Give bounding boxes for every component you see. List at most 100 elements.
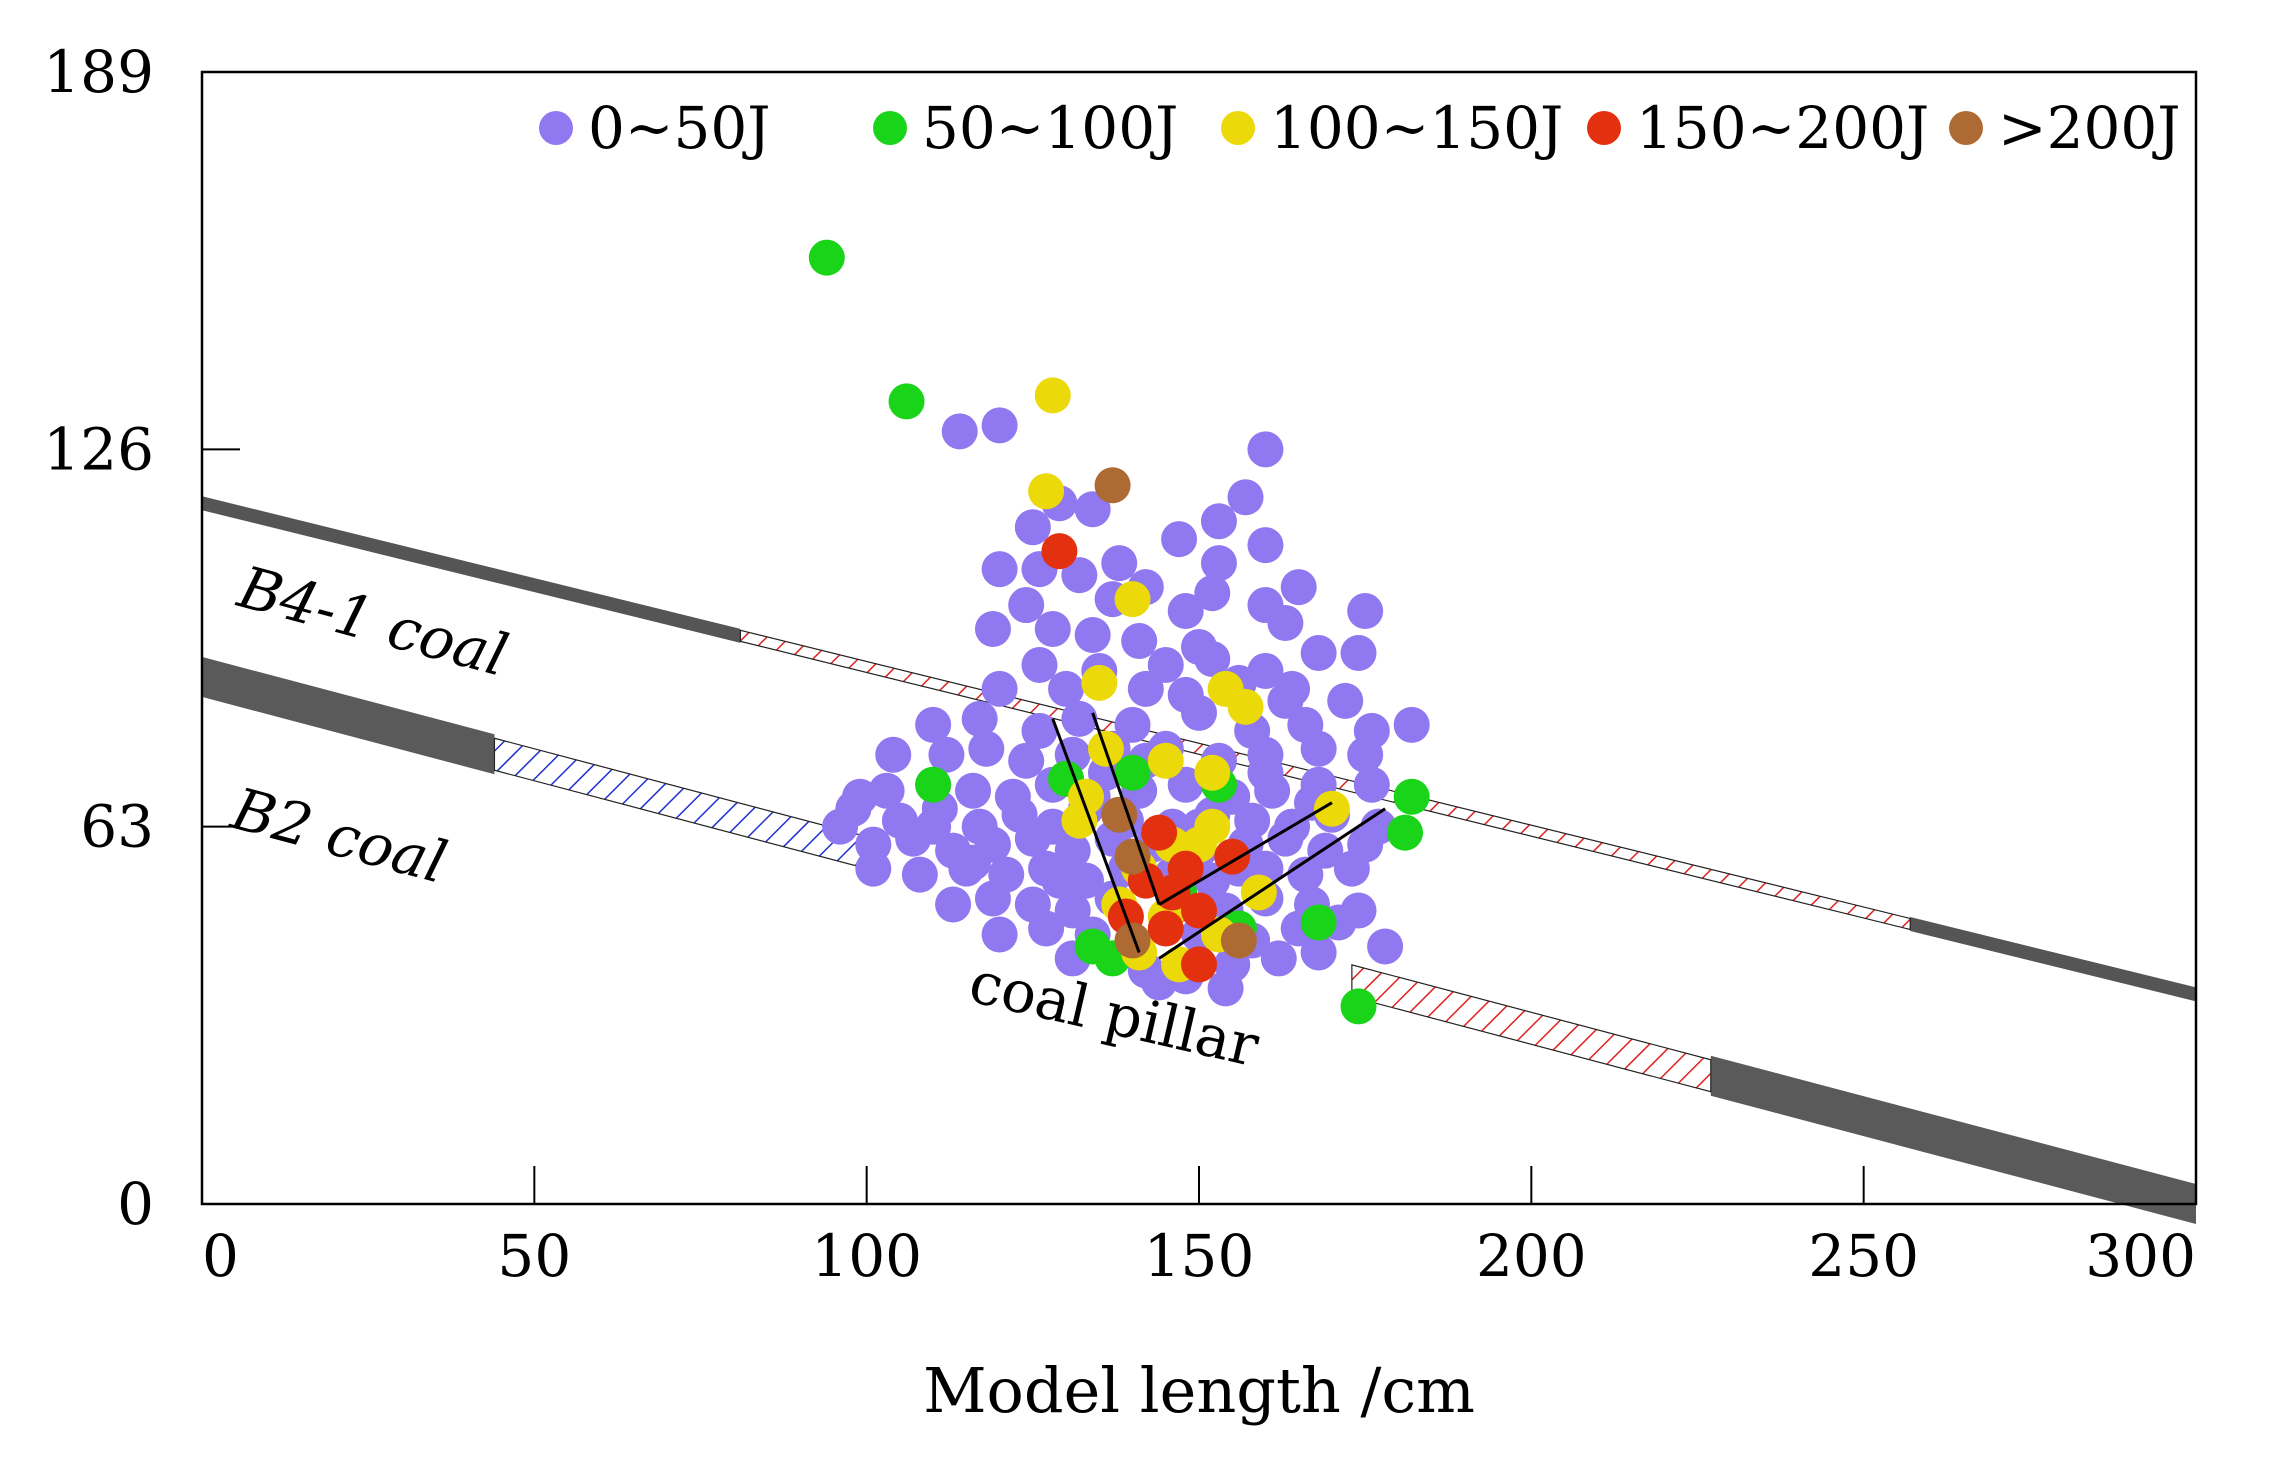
point-series0-20 xyxy=(1167,593,1204,630)
legend-marker-4 xyxy=(1949,111,1983,145)
seam-b2-solid-1 xyxy=(1710,1055,2196,1224)
point-series0-7 xyxy=(1200,503,1237,540)
point-series0-115 xyxy=(1333,850,1370,887)
point-series2-0 xyxy=(1034,377,1071,414)
point-series0-101 xyxy=(1267,820,1304,857)
point-series3-7 xyxy=(1181,946,1217,983)
x-tick-label-300: 300 xyxy=(2085,1222,2196,1290)
point-series2-8 xyxy=(1147,742,1184,779)
point-series0-42 xyxy=(1327,682,1364,719)
y-tick-label-63: 63 xyxy=(80,793,154,861)
point-series0-25 xyxy=(1074,617,1111,654)
legend-marker-0 xyxy=(539,111,573,145)
point-series0-114 xyxy=(1287,856,1324,893)
point-series0-148 xyxy=(1247,754,1284,791)
point-series0-47 xyxy=(1114,706,1151,743)
annotation-b2-coal: B2 coal xyxy=(224,774,454,896)
point-series0-32 xyxy=(1147,646,1184,683)
point-series0-75 xyxy=(1353,766,1390,803)
seam-b2-hatched-0 xyxy=(493,737,874,872)
point-series2-9 xyxy=(1194,754,1231,791)
point-series0-134 xyxy=(1367,928,1404,965)
point-series0-105 xyxy=(901,856,938,893)
point-series4-4 xyxy=(1101,796,1138,833)
point-series0-2 xyxy=(1247,431,1284,468)
fracture-line-3 xyxy=(1158,807,1386,960)
point-series0-90 xyxy=(822,808,859,845)
point-series2-20 xyxy=(1194,808,1231,845)
point-series0-35 xyxy=(1300,634,1337,671)
point-series0-66 xyxy=(955,772,992,809)
point-series0-26 xyxy=(1121,622,1158,659)
point-series0-142 xyxy=(1207,970,1244,1007)
point-series0-55 xyxy=(968,730,1005,767)
point-series1-11 xyxy=(1300,904,1337,941)
point-series0-6 xyxy=(1074,491,1111,528)
point-series1-0 xyxy=(808,239,845,276)
point-series0-109 xyxy=(1068,862,1105,899)
point-series1-6 xyxy=(1387,814,1424,851)
point-series0-44 xyxy=(961,700,998,737)
point-series4-3 xyxy=(1220,922,1257,959)
point-series0-36 xyxy=(981,670,1018,707)
point-series0-10 xyxy=(1247,527,1284,564)
x-tick-label-0: 0 xyxy=(202,1222,239,1290)
x-tick-label-200: 200 xyxy=(1476,1222,1587,1290)
x-tick-label-50: 50 xyxy=(497,1222,571,1290)
point-series2-6 xyxy=(1313,790,1350,827)
legend-marker-3 xyxy=(1587,111,1621,145)
legend-label-2: 100~150J xyxy=(1270,94,1563,162)
legend-label-3: 150~200J xyxy=(1636,94,1929,162)
axis-ticks: 0 50 100 150 200 250 300 0 63 126 189 xyxy=(43,38,2197,1290)
point-series0-18 xyxy=(1008,587,1045,624)
point-series0-24 xyxy=(1034,611,1071,648)
point-series0-11 xyxy=(1200,545,1237,582)
point-series0-140 xyxy=(1300,934,1337,971)
point-series0-17 xyxy=(1280,569,1317,606)
seam-b2-hatched-1 xyxy=(1351,964,1712,1093)
point-series0-104 xyxy=(855,850,892,887)
point-series1-5 xyxy=(1393,778,1430,815)
point-series0-117 xyxy=(974,880,1011,917)
point-series3-6 xyxy=(1181,892,1217,929)
point-series3-9 xyxy=(1167,850,1204,887)
point-series0-12 xyxy=(981,551,1018,588)
point-series0-48 xyxy=(1181,694,1217,731)
point-series0-33 xyxy=(1194,640,1231,677)
point-series0-23 xyxy=(974,611,1011,648)
point-series0-37 xyxy=(1048,670,1085,707)
x-tick-label-250: 250 xyxy=(1808,1222,1919,1290)
point-series0-139 xyxy=(1260,940,1297,977)
point-series0-143 xyxy=(955,844,992,881)
point-series2-5 xyxy=(1227,688,1264,725)
point-series4-2 xyxy=(1114,922,1151,959)
seam-b4-1-solid-1 xyxy=(1910,916,2196,1002)
point-series0-38 xyxy=(1127,670,1164,707)
point-series0-45 xyxy=(1021,712,1058,749)
point-series0-29 xyxy=(1340,634,1377,671)
point-series0-5 xyxy=(1014,509,1051,546)
point-series0-119 xyxy=(1054,892,1091,929)
legend-label-0: 0~50J xyxy=(588,94,771,162)
point-series1-1 xyxy=(888,383,925,420)
y-tick-label-0: 0 xyxy=(117,1170,154,1238)
point-series0-28 xyxy=(1267,605,1304,642)
point-series3-5 xyxy=(1147,910,1184,947)
x-axis-title: Model length /cm xyxy=(923,1354,1475,1427)
seam-b2-solid-0 xyxy=(202,656,495,775)
point-series0-22 xyxy=(1347,593,1384,630)
x-tick-label-100: 100 xyxy=(811,1222,922,1290)
fracture-lines xyxy=(1051,712,1386,960)
point-series0-62 xyxy=(1300,730,1337,767)
seam-b4-1-solid-0 xyxy=(202,496,741,643)
point-series0-127 xyxy=(1028,910,1065,947)
fracture-line-1 xyxy=(1091,712,1161,906)
point-series1-2 xyxy=(915,766,952,803)
point-series0-14 xyxy=(1061,557,1098,594)
point-series2-3 xyxy=(1081,664,1118,701)
point-series0-46 xyxy=(1061,700,1098,737)
point-series0-56 xyxy=(1008,742,1045,779)
fracture-line-2 xyxy=(1158,801,1333,906)
